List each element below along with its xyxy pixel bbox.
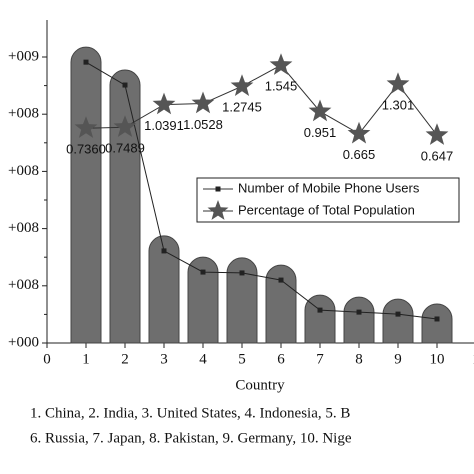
point-marker (278, 277, 284, 283)
star-marker (152, 92, 176, 115)
star-marker (386, 72, 410, 94)
x-tick-label: 1 (472, 351, 474, 367)
star-marker (269, 53, 293, 75)
data-label: 1.0391 (144, 118, 184, 133)
x-tick-label: 0 (43, 351, 51, 367)
y-tick-label: +008 (8, 220, 39, 236)
data-label: 1.545 (265, 79, 298, 94)
legend-label: Number of Mobile Phone Users (238, 180, 420, 195)
x-tick-label: 5 (238, 351, 246, 367)
data-label: 0.7360 (66, 142, 106, 157)
data-label: 1.301 (382, 98, 415, 113)
caption-line: 6. Russia, 7. Japan, 8. Pakistan, 9. Ger… (30, 430, 352, 446)
data-label: 1.2745 (222, 100, 262, 115)
x-tick-label: 4 (199, 351, 207, 367)
y-tick-label: +008 (8, 163, 39, 179)
star-marker (74, 116, 98, 138)
point-marker (434, 316, 440, 322)
legend-label: Percentage of Total Population (238, 202, 415, 217)
y-tick-label: +008 (8, 106, 39, 122)
bar (226, 257, 258, 344)
x-tick-label: 10 (430, 351, 445, 367)
y-tick-label: +009 (8, 48, 39, 64)
star-marker (230, 74, 254, 96)
point-marker (122, 82, 128, 88)
y-tick-label: +000 (8, 334, 39, 350)
x-tick-label: 2 (121, 351, 129, 367)
point-marker (239, 270, 245, 276)
data-label: 1.0528 (183, 117, 223, 132)
series-line (85, 61, 438, 320)
data-label: 0.647 (421, 149, 454, 164)
bar (343, 296, 375, 344)
bar (148, 235, 180, 344)
data-label: 0.7489 (105, 141, 145, 156)
star-marker (191, 91, 215, 114)
legend-square (215, 186, 221, 192)
star-marker (113, 115, 137, 137)
point-marker (161, 248, 167, 254)
data-label: 0.665 (343, 147, 376, 162)
data-label: 0.951 (304, 125, 337, 140)
legend-box (196, 177, 460, 223)
point-marker (356, 309, 362, 315)
star-marker (347, 121, 371, 144)
x-tick-label: 8 (355, 351, 363, 367)
x-tick-label: 7 (316, 351, 324, 367)
bar (70, 46, 102, 344)
x-axis-title: Country (235, 377, 285, 393)
x-tick-label: 3 (160, 351, 168, 367)
bar (382, 298, 414, 344)
series-line (85, 64, 438, 136)
bar (187, 256, 219, 344)
point-marker (83, 59, 89, 65)
legend-star (207, 200, 229, 220)
star-marker (425, 123, 449, 145)
star-marker (308, 99, 332, 122)
x-tick-label: 6 (277, 351, 285, 367)
x-tick-label: 9 (394, 351, 402, 367)
bar (109, 69, 141, 344)
bar (304, 294, 336, 344)
point-marker (395, 311, 401, 317)
point-marker (200, 269, 206, 275)
bar (421, 303, 453, 344)
y-tick-label: +008 (8, 277, 39, 293)
bar (265, 264, 297, 344)
caption-line: 1. China, 2. India, 3. United States, 4.… (30, 405, 350, 421)
x-tick-label: 1 (82, 351, 90, 367)
point-marker (317, 307, 323, 313)
